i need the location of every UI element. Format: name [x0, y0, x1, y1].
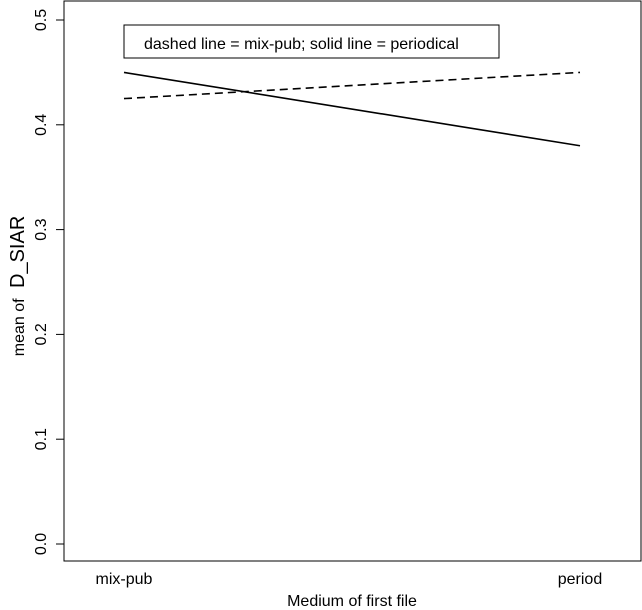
- y-tick-label: 0.5: [33, 9, 50, 31]
- x-axis-title: Medium of first file: [287, 593, 417, 610]
- legend-box: [123, 24, 500, 59]
- y-axis-ticks: 0.0 0.1 0.2 0.3 0.4 0.5: [33, 9, 64, 555]
- x-tick-label: period: [558, 571, 602, 588]
- y-axis-title-variable: D_SIAR: [7, 216, 29, 288]
- y-tick-label: 0.1: [33, 428, 50, 450]
- y-axis-title: mean of D_SIAR: [7, 216, 29, 357]
- plot-frame: [63, 0, 642, 562]
- legend-text: dashed line = mix-pub; solid line = peri…: [144, 36, 459, 53]
- y-tick-label: 0.3: [33, 218, 50, 240]
- y-axis-title-prefix: mean of: [11, 298, 28, 356]
- y-tick-label: 0.4: [33, 114, 50, 136]
- x-axis-ticks: mix-pub period: [96, 571, 603, 588]
- x-tick-label: mix-pub: [96, 571, 153, 588]
- y-tick-label: 0.0: [33, 533, 50, 555]
- series-line-dashed: [123, 71, 581, 100]
- y-tick-label: 0.2: [33, 323, 50, 345]
- series-lines: [123, 71, 581, 147]
- series-line-solid: [123, 71, 581, 147]
